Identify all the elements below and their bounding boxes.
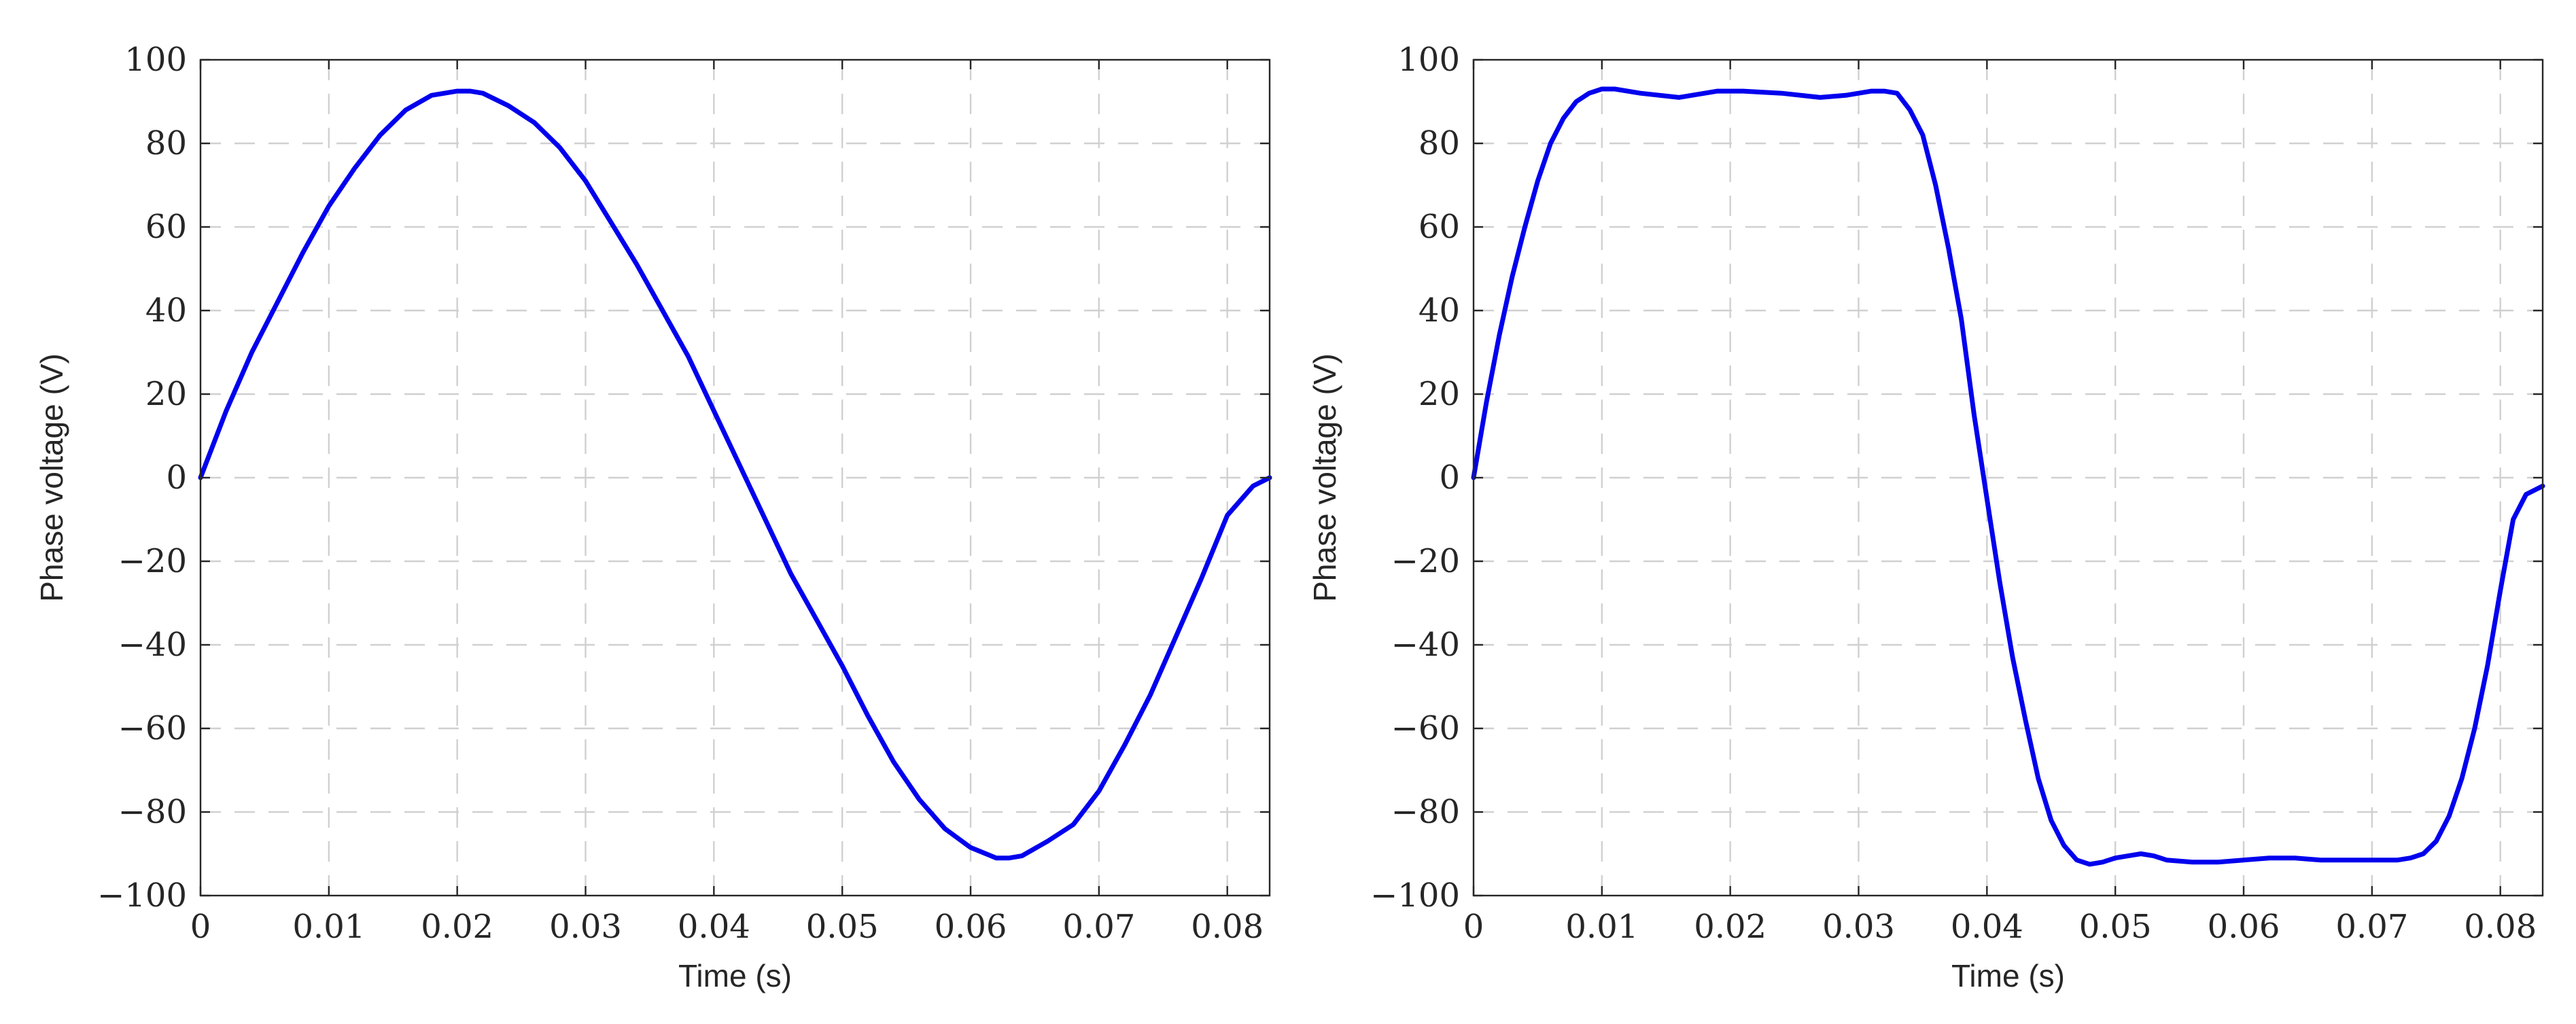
chart-1-x-tick-label: 0.01 xyxy=(1565,908,1638,946)
chart-1-axes-frame xyxy=(1472,58,2544,897)
chart-0-y-tick-label: −100 xyxy=(97,877,187,915)
chart-1-y-axis-label: Phase voltage (V) xyxy=(1307,353,1342,602)
chart-1-y-tick-label: −40 xyxy=(1391,626,1460,664)
right-plot-panel: 0 0.01 0.02 0.03 0.04 0.05 0.06 0.07 0.08 −100 −80… xyxy=(1307,41,2545,993)
chart-1-x-axis-label: Time (s) xyxy=(1951,958,2065,993)
chart-0-y-tick-label: 20 xyxy=(145,375,187,413)
chart-1-y-tick-label: −80 xyxy=(1391,793,1460,831)
chart-1-y-tick-label: 0 xyxy=(1439,459,1460,497)
chart-1-x-tick-label: 0.08 xyxy=(2464,908,2537,946)
chart-1-x-tick-label: 0.07 xyxy=(2335,908,2408,946)
chart-1-x-tick-label: 0.05 xyxy=(2079,908,2152,946)
chart-0-y-tick-label: 100 xyxy=(124,41,187,79)
chart-1-y-tick-label: 80 xyxy=(1418,124,1460,162)
chart-0-x-tick-label: 0.08 xyxy=(1191,908,1264,946)
chart-1-y-tick-label: 100 xyxy=(1397,41,1460,79)
chart-0-x-tick-label: 0 xyxy=(190,908,211,946)
chart-0-x-tick-label: 0.06 xyxy=(935,908,1007,946)
chart-1-series-line xyxy=(1471,86,2545,867)
chart-0-y-tick-label: 40 xyxy=(145,292,187,330)
chart-1-x-tick-label: 0 xyxy=(1463,908,1484,946)
chart-0-y-tick-label: −20 xyxy=(118,542,187,580)
chart-0-x-tick-label: 0.01 xyxy=(292,908,365,946)
chart-1-y-tick-label: −20 xyxy=(1391,542,1460,580)
chart-1-x-tick-label: 0.03 xyxy=(1822,908,1895,946)
chart-0-series-line xyxy=(198,88,1272,861)
chart-1-y-tick-label: 20 xyxy=(1418,375,1460,413)
chart-1-x-tick-label: 0.02 xyxy=(1694,908,1766,946)
chart-0-x-tick-label: 0.02 xyxy=(421,908,493,946)
chart-0-x-axis-label: Time (s) xyxy=(678,958,792,993)
chart-0-y-tick-label: −60 xyxy=(118,709,187,747)
chart-0-x-tick-label: 0.03 xyxy=(549,908,622,946)
chart-0-x-tick-label: 0.05 xyxy=(806,908,879,946)
chart-0-x-tick-label: 0.07 xyxy=(1062,908,1135,946)
chart-0-y-tick-label: 0 xyxy=(166,459,187,497)
chart-0-y-tick-label: 60 xyxy=(145,208,187,246)
chart-0-x-tick-label: 0.04 xyxy=(678,908,750,946)
chart-0-y-tick-label: −40 xyxy=(118,626,187,664)
chart-1-y-tick-label: 40 xyxy=(1418,292,1460,330)
left-plot-panel: 0 0.01 0.02 0.03 0.04 0.05 0.06 0.07 0.08 −100 −80… xyxy=(34,41,1272,993)
chart-1-y-tick-label: −60 xyxy=(1391,709,1460,747)
chart-0-y-tick-label: 80 xyxy=(145,124,187,162)
chart-1-x-tick-label: 0.06 xyxy=(2208,908,2280,946)
chart-1-y-tick-label: −100 xyxy=(1370,877,1460,915)
chart-0-y-axis-label: Phase voltage (V) xyxy=(34,353,69,602)
chart-1-x-tick-label: 0.04 xyxy=(1951,908,2023,946)
chart-1-y-tick-label: 60 xyxy=(1418,208,1460,246)
chart-0-y-tick-label: −80 xyxy=(118,793,187,831)
